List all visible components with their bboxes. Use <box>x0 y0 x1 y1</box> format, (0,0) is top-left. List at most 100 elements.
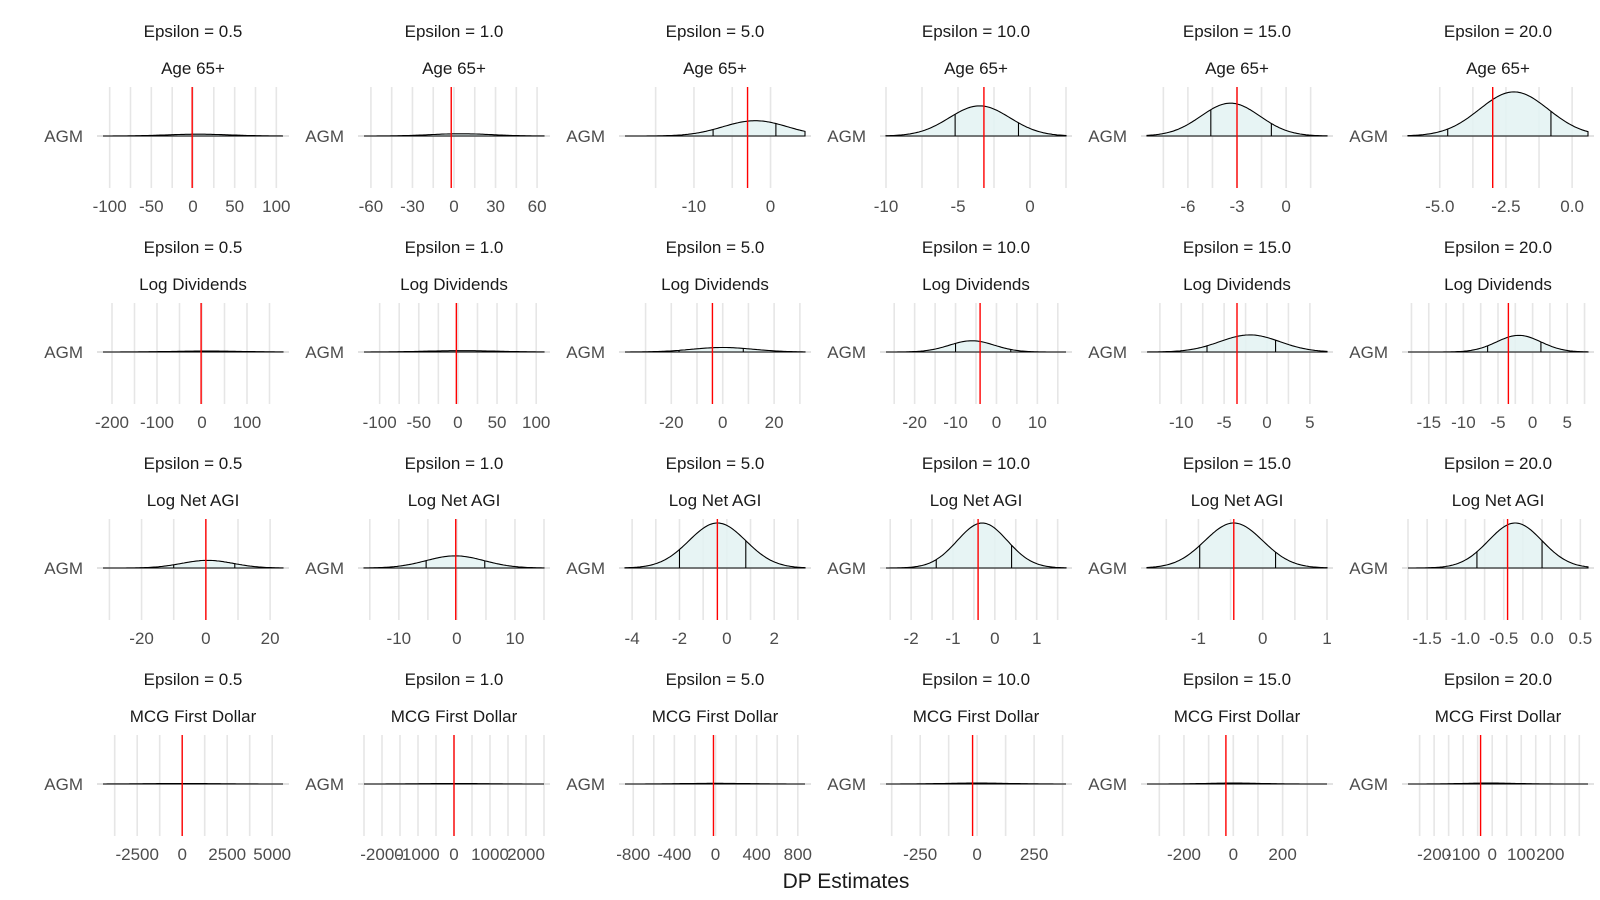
x-tick-label: -2500 <box>115 845 158 864</box>
variable-strip-label: Log Dividends <box>661 275 769 294</box>
y-category-label: AGM <box>305 343 344 362</box>
x-tick-label: -15 <box>1416 413 1441 432</box>
variable-strip-label: Age 65+ <box>1205 59 1269 78</box>
y-category-label: AGM <box>566 775 605 794</box>
x-tick-label: 0 <box>711 845 720 864</box>
x-tick-label: -800 <box>616 845 650 864</box>
y-category-label: AGM <box>305 559 344 578</box>
x-tick-label: 0.0 <box>1530 629 1554 648</box>
x-tick-label: 400 <box>742 845 770 864</box>
y-category-label: AGM <box>1088 775 1127 794</box>
x-tick-label: 0 <box>766 197 775 216</box>
x-tick-label: -4 <box>625 629 640 648</box>
y-category-label: AGM <box>44 559 83 578</box>
epsilon-strip-label: Epsilon = 15.0 <box>1183 22 1291 41</box>
variable-strip-label: Age 65+ <box>161 59 225 78</box>
x-tick-label: 10 <box>506 629 525 648</box>
x-tick-label: 5000 <box>253 845 291 864</box>
x-tick-label: 0 <box>449 197 458 216</box>
x-tick-label: -20 <box>129 629 154 648</box>
x-tick-label: -0.5 <box>1489 629 1518 648</box>
x-tick-label: -200 <box>1167 845 1201 864</box>
x-tick-label: 100 <box>522 413 550 432</box>
x-tick-label: -1 <box>945 629 960 648</box>
x-tick-label: -2 <box>904 629 919 648</box>
x-tick-label: -100 <box>363 413 397 432</box>
density-ridge <box>364 133 545 137</box>
x-tick-label: 5 <box>1305 413 1314 432</box>
density-ridge <box>885 105 1067 137</box>
x-tick-label: -50 <box>139 197 164 216</box>
y-category-label: AGM <box>1349 559 1388 578</box>
x-tick-label: 100 <box>233 413 261 432</box>
facet-panel: Epsilon = 15.0 Age 65+ AGM -6 -3 0 <box>1088 22 1333 216</box>
x-tick-label: -20 <box>659 413 684 432</box>
facet-panel: Epsilon = 5.0 Log Dividends AGM -20 0 20 <box>566 238 811 432</box>
x-tick-label: 10 <box>1028 413 1047 432</box>
epsilon-strip-label: Epsilon = 5.0 <box>666 454 765 473</box>
x-tick-label: 250 <box>1020 845 1048 864</box>
x-tick-label: -3 <box>1229 197 1244 216</box>
x-tick-label: 0 <box>990 629 999 648</box>
x-tick-label: -2000 <box>360 845 403 864</box>
variable-strip-label: Log Dividends <box>139 275 247 294</box>
x-tick-label: 100 <box>262 197 290 216</box>
density-ridge <box>1147 782 1327 785</box>
variable-strip-label: Log Net AGI <box>147 491 240 510</box>
y-category-label: AGM <box>44 343 83 362</box>
density-ridge <box>886 522 1067 569</box>
variable-strip-label: Log Dividends <box>1183 275 1291 294</box>
y-category-label: AGM <box>827 127 866 146</box>
facet-panel: Epsilon = 20.0 Log Net AGI AGM -1.5 -1.0 -0.5… <box>1349 454 1594 648</box>
density-ridge <box>1407 91 1589 137</box>
epsilon-strip-label: Epsilon = 20.0 <box>1444 238 1552 257</box>
x-tick-label: 5 <box>1562 413 1571 432</box>
y-category-label: AGM <box>827 559 866 578</box>
density-ridge <box>103 133 284 137</box>
facet-panel: Epsilon = 5.0 Log Net AGI AGM -4 -2 0 2 <box>566 454 811 648</box>
x-tick-label: 30 <box>486 197 505 216</box>
x-tick-label: -1.5 <box>1413 629 1442 648</box>
density-ridge <box>103 559 284 569</box>
y-category-label: AGM <box>827 775 866 794</box>
density-ridge <box>1146 522 1328 569</box>
epsilon-strip-label: Epsilon = 15.0 <box>1183 670 1291 689</box>
x-axis-title: DP Estimates <box>783 870 910 893</box>
facet-panel: Epsilon = 15.0 Log Net AGI AGM -1 0 1 <box>1088 454 1333 648</box>
epsilon-strip-label: Epsilon = 10.0 <box>922 454 1030 473</box>
variable-strip-label: Log Net AGI <box>669 491 762 510</box>
x-tick-label: -6 <box>1180 197 1195 216</box>
epsilon-strip-label: Epsilon = 10.0 <box>922 670 1030 689</box>
x-tick-label: -30 <box>400 197 425 216</box>
epsilon-strip-label: Epsilon = 20.0 <box>1444 454 1552 473</box>
x-tick-label: -250 <box>903 845 937 864</box>
y-category-label: AGM <box>566 343 605 362</box>
variable-strip-label: Log Net AGI <box>930 491 1023 510</box>
x-tick-label: 2 <box>769 629 778 648</box>
x-tick-label: 0 <box>201 629 210 648</box>
x-tick-label: 0 <box>992 413 1001 432</box>
facet-panel: Epsilon = 20.0 Log Dividends AGM -15 -10 -5 0 5 <box>1349 238 1594 432</box>
epsilon-strip-label: Epsilon = 1.0 <box>405 22 504 41</box>
x-tick-label: -20 <box>902 413 927 432</box>
variable-strip-label: Log Dividends <box>1444 275 1552 294</box>
density-ridge <box>1408 334 1589 353</box>
facet-panel: Epsilon = 15.0 Log Dividends AGM -10 -5 0 5 <box>1088 238 1333 432</box>
x-tick-label: 0 <box>972 845 981 864</box>
facet-panel: Epsilon = 10.0 Log Dividends AGM -20 -10 0 10 <box>827 238 1072 432</box>
density-ridge <box>625 120 806 137</box>
epsilon-strip-label: Epsilon = 0.5 <box>144 670 243 689</box>
x-tick-label: 2500 <box>208 845 246 864</box>
x-tick-label: 0 <box>197 413 206 432</box>
x-tick-label: 1 <box>1322 629 1331 648</box>
y-category-label: AGM <box>305 775 344 794</box>
x-tick-label: 200 <box>1268 845 1296 864</box>
density-ridge <box>363 555 545 569</box>
x-tick-label: 2000 <box>507 845 545 864</box>
x-tick-label: 20 <box>765 413 784 432</box>
x-tick-label: 0 <box>177 845 186 864</box>
y-category-label: AGM <box>305 127 344 146</box>
density-ridge <box>103 350 284 353</box>
epsilon-strip-label: Epsilon = 0.5 <box>144 22 243 41</box>
